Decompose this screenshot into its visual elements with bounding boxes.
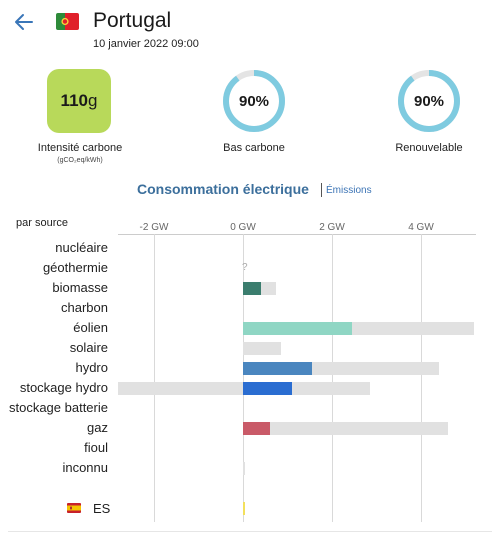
capacity-bar[interactable] [118, 382, 243, 395]
capacity-bar[interactable] [243, 342, 281, 355]
renewable-value: 90% [413, 92, 445, 110]
tick-label: 4 GW [408, 222, 434, 233]
arrow-left-icon[interactable] [12, 10, 36, 34]
unknown-value-mark: ? [242, 262, 248, 273]
tick-label: 0 GW [230, 222, 256, 233]
production-bar[interactable] [243, 322, 353, 335]
source-label: stockage hydro [19, 380, 108, 395]
tick-label: 2 GW [319, 222, 345, 233]
datetime: 10 janvier 2022 09:00 [93, 38, 199, 50]
source-label: géothermie [42, 260, 108, 275]
source-label: biomasse [52, 280, 108, 295]
capacity-bar[interactable] [243, 462, 246, 475]
low-carbon-ring-fill [223, 70, 285, 132]
gridline [421, 234, 422, 522]
source-label: nucléaire [55, 240, 108, 255]
source-label: inconnu [62, 460, 108, 475]
source-label: fioul [84, 440, 108, 455]
group-by-label: par source [16, 217, 68, 229]
source-label: gaz [87, 420, 108, 435]
renewable-ring-fill [398, 70, 460, 132]
low-carbon-label: Bas carbone [223, 142, 285, 154]
source-label: charbon [61, 300, 108, 315]
gridline [332, 234, 333, 522]
section-divider [321, 183, 322, 197]
capacity-bar[interactable] [243, 422, 448, 435]
source-label: stockage batterie [8, 400, 108, 415]
gridline [243, 234, 244, 522]
source-label: éolien [73, 320, 108, 335]
divider [8, 531, 492, 532]
production-bar[interactable] [243, 422, 270, 435]
header: Portugal 10 janvier 2022 09:00 [0, 0, 500, 60]
spain-flag-icon [67, 503, 81, 513]
carbon-intensity-unit-label: (gCO₂eq/kWh) [57, 157, 103, 164]
emissions-link[interactable]: Émissions [326, 185, 372, 196]
renewable-label: Renouvelable [395, 142, 463, 154]
low-carbon-value: 90% [238, 92, 270, 110]
carbon-intensity-value: 110 [60, 91, 88, 110]
exchange-label-es: ES [93, 501, 111, 516]
production-bar[interactable] [243, 362, 312, 375]
source-label: hydro [75, 360, 108, 375]
source-label: solaire [69, 340, 108, 355]
exchange-bar[interactable] [243, 502, 245, 515]
renewable-ring [398, 70, 460, 132]
carbon-intensity-label: Intensité carbone [37, 142, 123, 154]
production-bar[interactable] [243, 382, 292, 395]
low-carbon-ring [223, 70, 285, 132]
section-title[interactable]: Consommation électrique [137, 181, 309, 197]
production-bar[interactable] [243, 282, 261, 295]
gridline [154, 234, 155, 522]
portugal-flag-icon [56, 13, 79, 30]
page-title: Portugal [93, 9, 172, 32]
tick-label: -2 GW [139, 222, 169, 233]
carbon-intensity-unit: g [87, 91, 98, 110]
x-axis-line [118, 234, 476, 235]
carbon-intensity-badge: 110 g [47, 69, 111, 133]
